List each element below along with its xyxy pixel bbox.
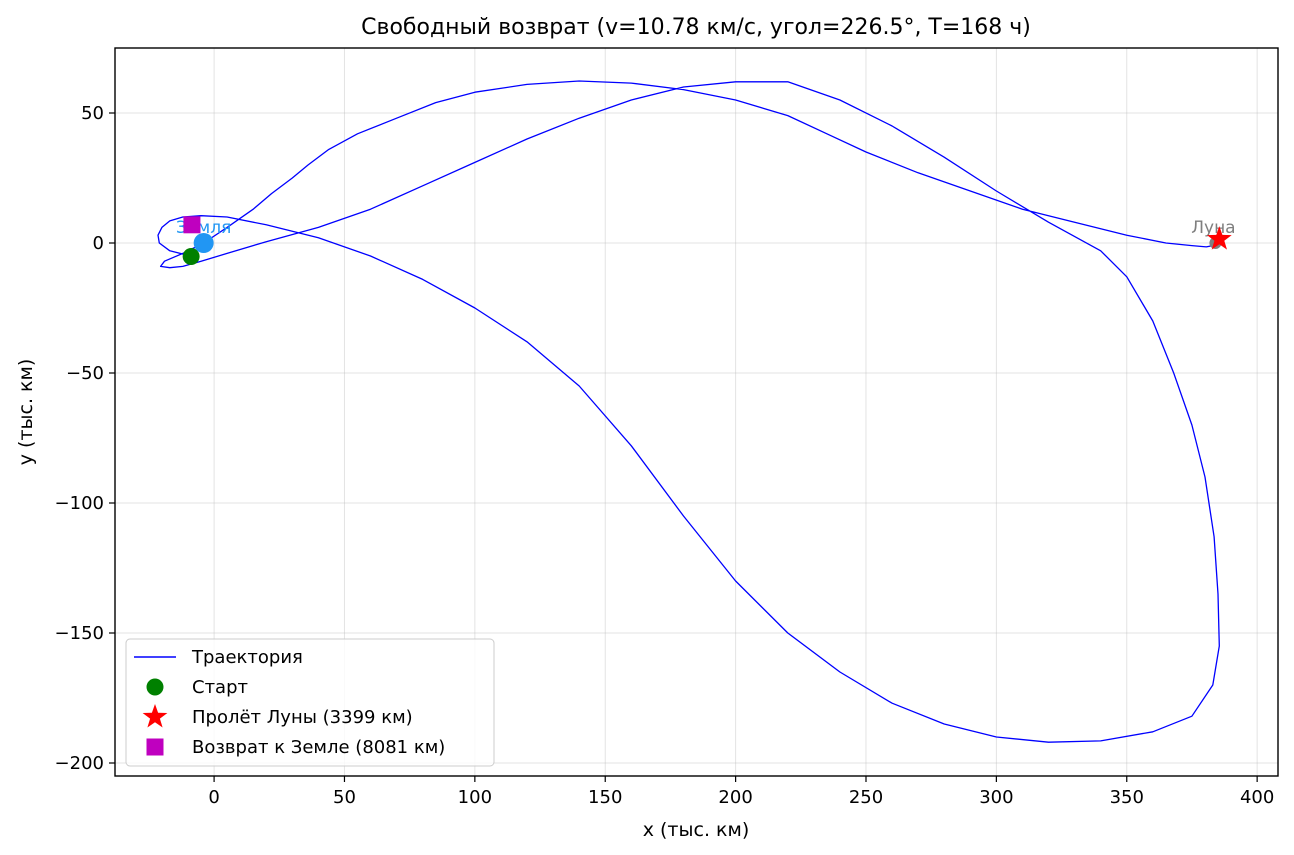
y-axis-label: y (тыс. км) — [15, 359, 37, 466]
axes-frame — [114, 47, 1279, 777]
legend-flyby-swatch — [142, 704, 168, 728]
earth-return-marker — [183, 216, 201, 234]
x-tick-label: 350 — [1110, 787, 1144, 808]
legend-return-label: Возврат к Земле (8081 км) — [192, 737, 445, 758]
legend: Траектория Старт Пролёт Луны (3399 км) Возв… — [125, 638, 495, 767]
x-tick-label: 200 — [718, 787, 752, 808]
x-axis-label: x (тыс. км) — [643, 819, 750, 841]
legend-return-swatch — [146, 738, 164, 756]
legend-flyby-label: Пролёт Луны (3399 км) — [192, 707, 413, 728]
x-tick-label: 100 — [458, 787, 492, 808]
y-tick-label: 0 — [93, 233, 104, 254]
start-marker — [182, 248, 200, 266]
plot-area: Земля Луна — [157, 80, 1236, 743]
x-tick-label: 0 — [208, 787, 219, 808]
moon-flyby-marker — [1207, 226, 1232, 250]
y-tick-label: 50 — [81, 103, 104, 124]
x-tick-label: 250 — [849, 787, 883, 808]
x-tick-label: 150 — [588, 787, 622, 808]
grid — [115, 48, 1278, 776]
x-tick-label: 50 — [333, 787, 356, 808]
ticks: 0 50 100 150 200 250 300 350 400 50 0 −50 −100 −150 −2… — [55, 103, 1275, 808]
legend-start-label: Старт — [192, 677, 248, 698]
y-tick-label: −200 — [55, 753, 104, 774]
legend-box — [125, 638, 495, 767]
x-tick-label: 300 — [979, 787, 1013, 808]
x-tick-label: 400 — [1240, 787, 1274, 808]
moon-label: Луна — [1191, 218, 1235, 238]
y-tick-label: −50 — [66, 363, 104, 384]
legend-trajectory-label: Траектория — [191, 647, 303, 668]
y-tick-label: −150 — [55, 623, 104, 644]
trajectory-line — [157, 80, 1220, 743]
y-tick-label: −100 — [55, 493, 104, 514]
legend-start-swatch — [146, 678, 164, 696]
earth-marker — [193, 233, 214, 253]
chart-title: Свободный возврат (v=10.78 км/с, угол=22… — [361, 15, 1031, 40]
